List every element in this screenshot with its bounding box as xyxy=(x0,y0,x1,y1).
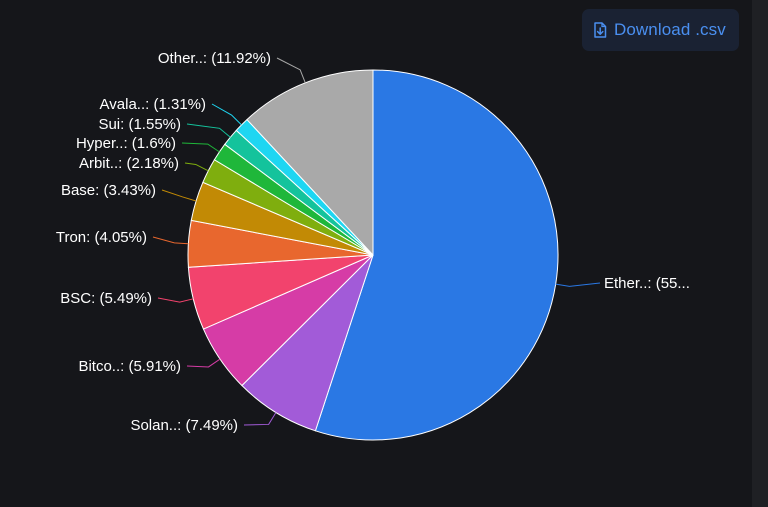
leader-line-8 xyxy=(186,123,231,138)
slice-label-2: Bitco..: (5.91%) xyxy=(78,358,181,375)
leader-line-0 xyxy=(555,282,601,287)
leader-line-4 xyxy=(152,236,189,245)
pie-slice-10[interactable] xyxy=(246,69,374,257)
slice-label-3: BSC: (5.49%) xyxy=(60,290,152,307)
download-csv-label: Download .csv xyxy=(614,20,726,39)
slice-label-10: Other..: (11.92%) xyxy=(158,50,271,67)
slice-label-6: Arbit..: (2.18%) xyxy=(79,155,179,172)
slice-label-8: Sui: (1.55%) xyxy=(98,116,181,133)
leader-line-3 xyxy=(157,297,194,303)
panel-edge xyxy=(752,0,768,507)
leader-line-10 xyxy=(276,57,306,84)
slice-label-7: Hyper..: (1.6%) xyxy=(76,135,176,152)
leader-line-6 xyxy=(184,162,209,172)
slice-label-4: Tron: (4.05%) xyxy=(56,229,147,246)
leader-line-1 xyxy=(243,412,277,426)
slice-label-5: Base: (3.43%) xyxy=(61,182,156,199)
leader-line-5 xyxy=(161,189,197,202)
slice-label-1: Solan..: (7.49%) xyxy=(130,417,238,434)
leader-line-9 xyxy=(211,103,242,126)
download-csv-button[interactable]: Download .csv xyxy=(582,9,739,51)
pie-slice-0[interactable] xyxy=(314,69,559,441)
leader-line-7 xyxy=(181,142,220,153)
file-download-icon xyxy=(593,22,607,38)
slice-label-9: Avala..: (1.31%) xyxy=(100,96,206,113)
leader-line-2 xyxy=(186,358,221,368)
slice-label-0: Ether..: (55... xyxy=(604,275,690,292)
